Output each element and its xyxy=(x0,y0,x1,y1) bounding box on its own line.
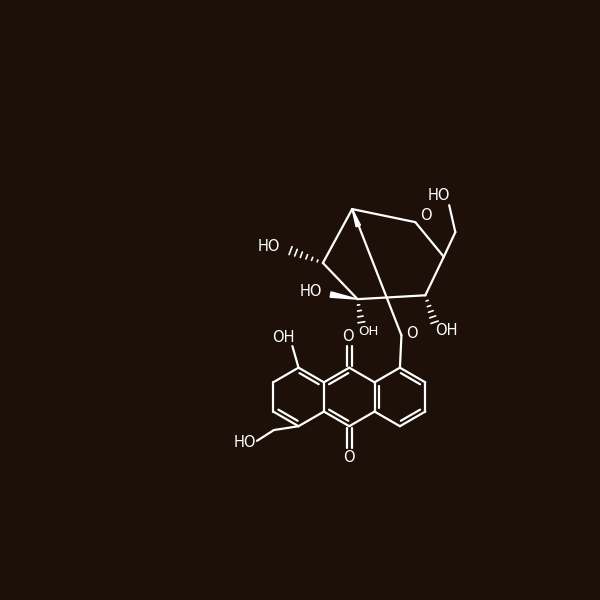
Polygon shape xyxy=(330,292,358,299)
Text: O: O xyxy=(342,329,353,344)
Text: HO: HO xyxy=(300,284,323,299)
Text: HO: HO xyxy=(427,188,449,203)
Text: OH: OH xyxy=(436,323,458,338)
Text: HO: HO xyxy=(258,239,280,254)
Text: O: O xyxy=(420,208,432,223)
Text: O: O xyxy=(406,326,418,341)
Text: HO: HO xyxy=(233,435,256,450)
Text: O: O xyxy=(343,449,355,464)
Text: OH: OH xyxy=(272,330,295,345)
Text: OH: OH xyxy=(358,325,379,338)
Polygon shape xyxy=(352,209,361,227)
